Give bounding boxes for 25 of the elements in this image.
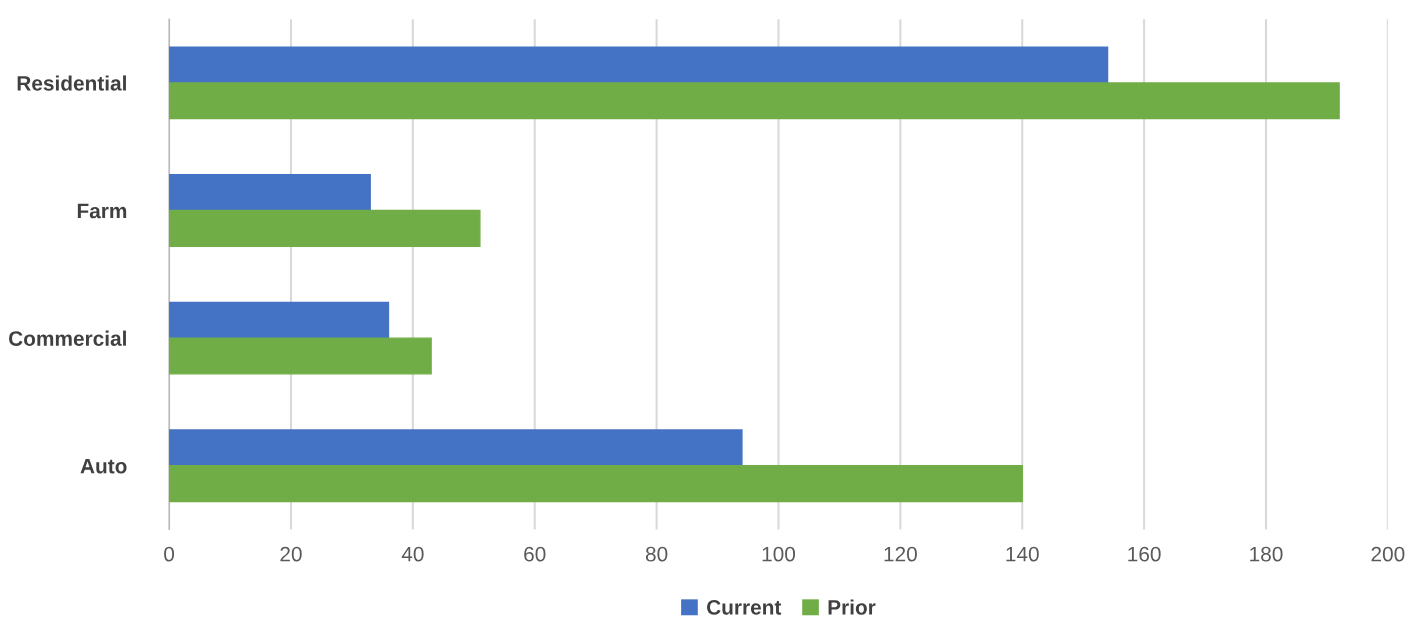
bar [169,465,1023,503]
y-tick-label: Farm [77,203,127,219]
x-tick-label: 20 [280,546,302,562]
bar [169,301,390,339]
x-tick-label: 180 [1250,546,1283,562]
bar [169,82,1340,120]
x-tick-label: 140 [1006,546,1039,562]
bar [169,337,432,375]
bar [169,174,371,212]
x-tick-label: 80 [645,546,668,562]
y-tick-label: Commercial [9,330,126,346]
x-tick-label: 120 [884,546,917,562]
bar [169,46,1109,84]
x-tick-label: 60 [524,546,546,562]
x-tick-label: 200 [1371,546,1405,562]
legend-label: Current [706,599,782,615]
bar [169,429,743,467]
x-tick-label: 40 [401,546,424,562]
bar [169,209,481,247]
legend-label: Prior [828,599,876,615]
x-tick-label: 100 [762,546,796,562]
y-tick-label: Residential [17,75,126,91]
y-tick-label: Auto [80,458,127,474]
x-tick-label: 160 [1128,546,1161,562]
x-tick-label: 0 [164,546,175,562]
